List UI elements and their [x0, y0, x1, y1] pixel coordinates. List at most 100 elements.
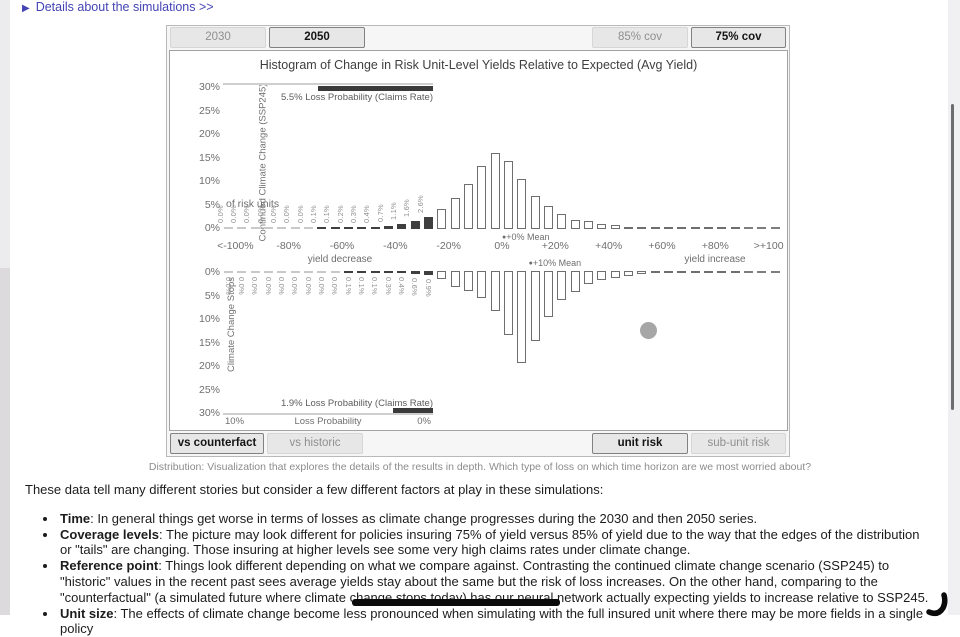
histogram-bar [757, 227, 767, 229]
bar-value-label: 0.0% [282, 205, 292, 223]
list-item-time: Time: In general things get worse in ter… [58, 511, 933, 527]
loss-scale-center-label: Loss Probability [294, 416, 362, 427]
right-scrollbar-track [948, 0, 960, 615]
bar-value-label: 0.0% [269, 205, 278, 223]
histogram-bar [344, 227, 353, 229]
bar-value-label: 0.2% [335, 205, 345, 223]
x-tick-label: <-100% [217, 240, 254, 252]
histogram-bar [330, 227, 340, 229]
collapsed-triangle-icon: ▶ [22, 3, 30, 14]
bar-value-label: 0.3% [383, 277, 393, 295]
histogram-bar [304, 227, 313, 229]
gray-dot-marker [640, 322, 657, 339]
histogram-bar [744, 271, 753, 273]
list-item-unit-size: Unit size: The effects of climate change… [58, 606, 933, 637]
histogram-bar [730, 227, 740, 229]
loss-probability-widget-bottom: 1.9% Loss Probability (Claims Rate) 10% … [223, 398, 433, 428]
histogram-bar [224, 227, 233, 229]
y-tick-label: 5% [204, 289, 220, 302]
x-tick-label: +60% [648, 240, 676, 252]
loss-probability-label-bottom: 1.9% Loss Probability (Claims Rate) [280, 398, 433, 409]
tab-coverage-85[interactable]: 85% cov [592, 27, 688, 48]
bar-value-label: 0.0% [255, 205, 265, 223]
y-tick-label: 15% [198, 336, 220, 349]
bar-value-label: 0.0% [290, 277, 300, 295]
bar-value-label: 0.0% [295, 205, 305, 223]
histogram-up-plot: 0.0% 0.0% 0.0% 0.0% 0.0% 0.0% 0.0% 0.1% 0.1% 0.2%… [216, 88, 782, 229]
histogram-bar [277, 227, 287, 229]
x-tick-label: -20% [436, 240, 461, 252]
histogram-bar [264, 271, 273, 273]
y-tick-label: 30% [198, 407, 220, 419]
histogram-bar [704, 271, 713, 273]
y-tick-label: 5% [204, 198, 220, 211]
y-tick-label: 25% [198, 104, 220, 117]
tab-coverage-75[interactable]: 75% cov [691, 27, 786, 48]
bar-value-label: 1.1% [389, 201, 398, 220]
histogram-bar [290, 227, 300, 229]
histogram-bar [357, 271, 367, 273]
loss-probability-label-top: 5.5% Loss Probability (Claims Rate) [280, 92, 433, 103]
histogram-bar [530, 271, 540, 341]
histogram-bar [437, 209, 447, 229]
loss-scale-line [223, 413, 433, 415]
left-scrollbar-thumb[interactable] [0, 268, 10, 615]
bar-value-label: 2.6% [415, 194, 425, 213]
bar-value-label: 0.1% [322, 205, 332, 223]
details-about-simulations-link[interactable]: ▶ Details about the simulations >> [22, 0, 214, 14]
histogram-bar [650, 227, 660, 229]
histogram-bar [770, 227, 780, 229]
histogram-bar [557, 271, 567, 301]
tab-vs-historic[interactable]: vs historic [267, 433, 363, 454]
x-tick-label: +20% [541, 240, 569, 252]
histogram-bar [757, 271, 767, 273]
mean-dot-icon: ● [502, 234, 507, 241]
histogram-bar [717, 271, 727, 273]
y-tick-label: 25% [198, 383, 220, 396]
x-tick-label: 0% [494, 240, 510, 252]
factor-list: Time: In general things get worse in ter… [25, 511, 933, 637]
loss-scale-marker [317, 86, 433, 91]
histogram-bar [570, 271, 580, 292]
loss-scale-right-label: 0% [417, 416, 431, 427]
histogram-bar [237, 227, 247, 229]
histogram-bar [370, 271, 380, 273]
bar-value-label: 0.0% [263, 277, 273, 295]
histogram-bar [370, 227, 380, 229]
bar-value-label: 0.9% [423, 279, 433, 298]
y-tick-label: 30% [198, 81, 220, 93]
histogram-bar [637, 271, 647, 275]
histogram-bar [570, 219, 580, 229]
tab-year-2050[interactable]: 2050 [269, 27, 365, 48]
top-tab-row: 2030 2050 85% cov 75% cov [168, 27, 788, 49]
histogram-bar [450, 271, 460, 287]
tab-unit-risk[interactable]: unit risk [592, 433, 688, 454]
histogram-bar [330, 271, 340, 273]
tab-year-2030[interactable]: 2030 [170, 27, 266, 48]
tab-vs-counterfact[interactable]: vs counterfact [170, 433, 264, 454]
loss-probability-widget-top: 5.5% Loss Probability (Claims Rate) [223, 83, 433, 109]
histogram-bar [384, 271, 393, 273]
histogram-down-plot: 0.0% 0.0% 0.0% 0.0% 0.0% 0.0% 0.0% 0.0% 0.0% 0.1%… [222, 271, 782, 412]
bar-value-label: 0.0% [229, 205, 238, 223]
bar-value-label: 0.1% [343, 277, 353, 295]
bar-value-label: 0.0% [277, 277, 286, 295]
right-scrollbar-thumb[interactable] [951, 104, 954, 410]
histogram-bar [424, 271, 433, 276]
histogram-bar [650, 271, 660, 274]
list-item-coverage-levels: Coverage levels: The picture may look di… [58, 527, 933, 558]
histogram-bar [397, 271, 407, 273]
histogram-bar [770, 271, 780, 273]
histogram-bar [597, 271, 607, 281]
x-axis-ticks: <-100% -80% -60% -40% -20% 0% +20% +40% +60% +80%… [217, 240, 784, 252]
bar-value-label: 1.6% [402, 199, 412, 218]
histogram-bar [744, 227, 753, 229]
x-axis-note-decrease: yield decrease [307, 254, 373, 265]
tab-sub-unit-risk[interactable]: sub-unit risk [691, 433, 786, 454]
histogram-bar [344, 271, 353, 273]
list-item-reference-point: Reference point: Things look different d… [58, 558, 933, 605]
x-tick-label: >+100 [753, 240, 784, 252]
histogram-bar [410, 221, 420, 229]
bar-value-label: 0.1% [370, 277, 380, 295]
histogram-bar [290, 271, 300, 273]
